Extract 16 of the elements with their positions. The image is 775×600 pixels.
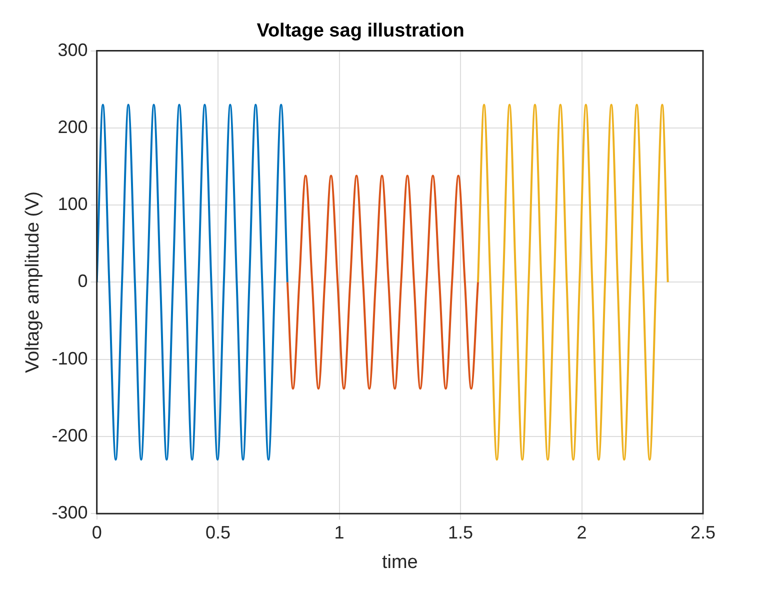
x-tick-label: 0 [92,522,102,542]
x-tick-label: 2 [576,522,587,542]
y-tick-label: -200 [52,425,88,446]
x-tick-label: 1.5 [448,522,474,542]
y-tick-label: 300 [58,40,88,60]
y-axis-title: Voltage amplitude (V) [22,191,44,374]
y-tick-label: -100 [52,348,88,368]
x-tick-label: 1 [334,522,344,542]
y-tick-label: -300 [52,502,88,523]
y-tick-label: 0 [78,271,88,292]
y-tick-label: 200 [58,116,88,137]
y-tick-label: 100 [58,194,88,214]
x-tick-label: 2.5 [690,522,716,542]
x-axis-title: time [382,552,418,573]
x-tick-label: 0.5 [206,522,231,542]
chart-title: Voltage sag illustration [256,20,464,42]
